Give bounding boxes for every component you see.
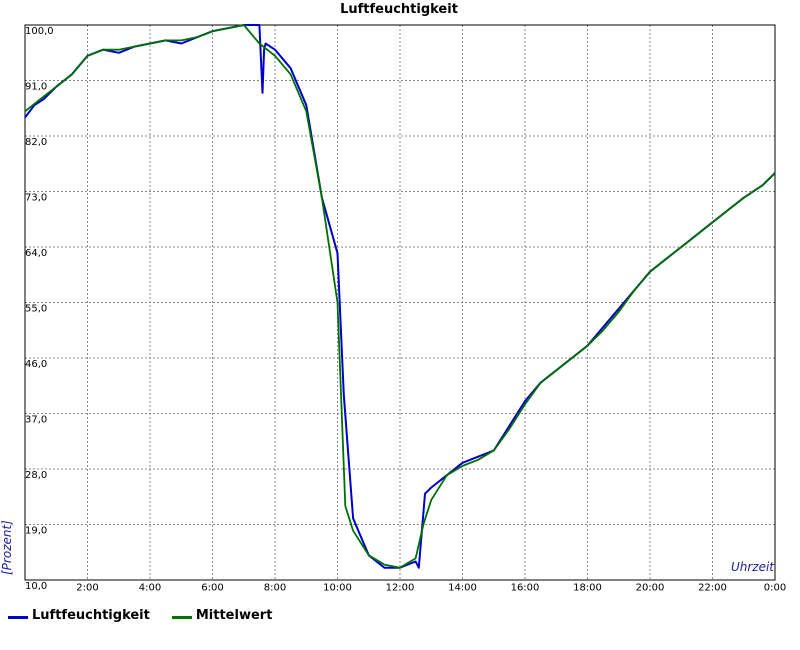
x-tick-label: 16:00: [511, 582, 540, 593]
legend-swatch-humidity: [8, 616, 28, 619]
x-tick-label: 6:00: [201, 582, 223, 593]
x-tick-label: 20:00: [636, 582, 665, 593]
plot-frame: [24, 24, 776, 581]
x-axis-label: Uhrzeit: [731, 560, 775, 574]
legend-label-humidity: Luftfeuchtigkeit: [32, 608, 150, 623]
x-tick-label: 18:00: [573, 582, 602, 593]
x-tick-label: 8:00: [264, 582, 286, 593]
y-tick-label: 19,0: [25, 526, 47, 537]
y-tick-label: 100,0: [25, 26, 54, 37]
chart-title: Luftfeuchtigkeit: [340, 2, 458, 17]
y-axis-label: [Prozent]: [0, 520, 14, 575]
x-tick-label: 4:00: [139, 582, 161, 593]
y-tick-label: 73,0: [25, 193, 47, 204]
y-tick-label: 10,0: [25, 581, 47, 592]
x-tick-label: 22:00: [698, 582, 727, 593]
x-tick-label: 2:00: [76, 582, 98, 593]
grid: [25, 25, 775, 580]
x-axis-ticks: 2:00 4:00 6:00 8:00 10:00 12:00 14:00 16:00 18:0…: [76, 582, 786, 593]
y-tick-label: 91,0: [25, 82, 47, 93]
x-tick-label: 12:00: [386, 582, 415, 593]
legend: Luftfeuchtigkeit Mittelwert: [8, 608, 272, 623]
y-tick-label: 28,0: [25, 470, 47, 481]
legend-label-average: Mittelwert: [195, 608, 273, 623]
y-tick-label: 46,0: [25, 359, 47, 370]
x-tick-label: 0:00: [764, 582, 786, 593]
humidity-chart: Luftfeuchtigkeit 10,0 19,0 28,0 37,0 46,0 55,…: [0, 2, 786, 593]
series-layer: [24, 24, 776, 569]
y-tick-label: 37,0: [25, 415, 47, 426]
legend-swatch-average: [171, 616, 192, 619]
y-tick-label: 82,0: [25, 137, 47, 148]
series-line-average: [24, 24, 776, 569]
x-tick-label: 14:00: [448, 582, 477, 593]
y-tick-label: 55,0: [25, 304, 47, 315]
legend-entry-humidity: Luftfeuchtigkeit: [8, 608, 150, 623]
legend-entry-average: Mittelwert: [171, 608, 273, 623]
y-tick-label: 64,0: [25, 248, 47, 259]
y-axis-ticks: 10,0 19,0 28,0 37,0 46,0 55,0 64,0 73,0 82,0 91,0…: [25, 26, 54, 592]
x-tick-label: 10:00: [323, 582, 352, 593]
